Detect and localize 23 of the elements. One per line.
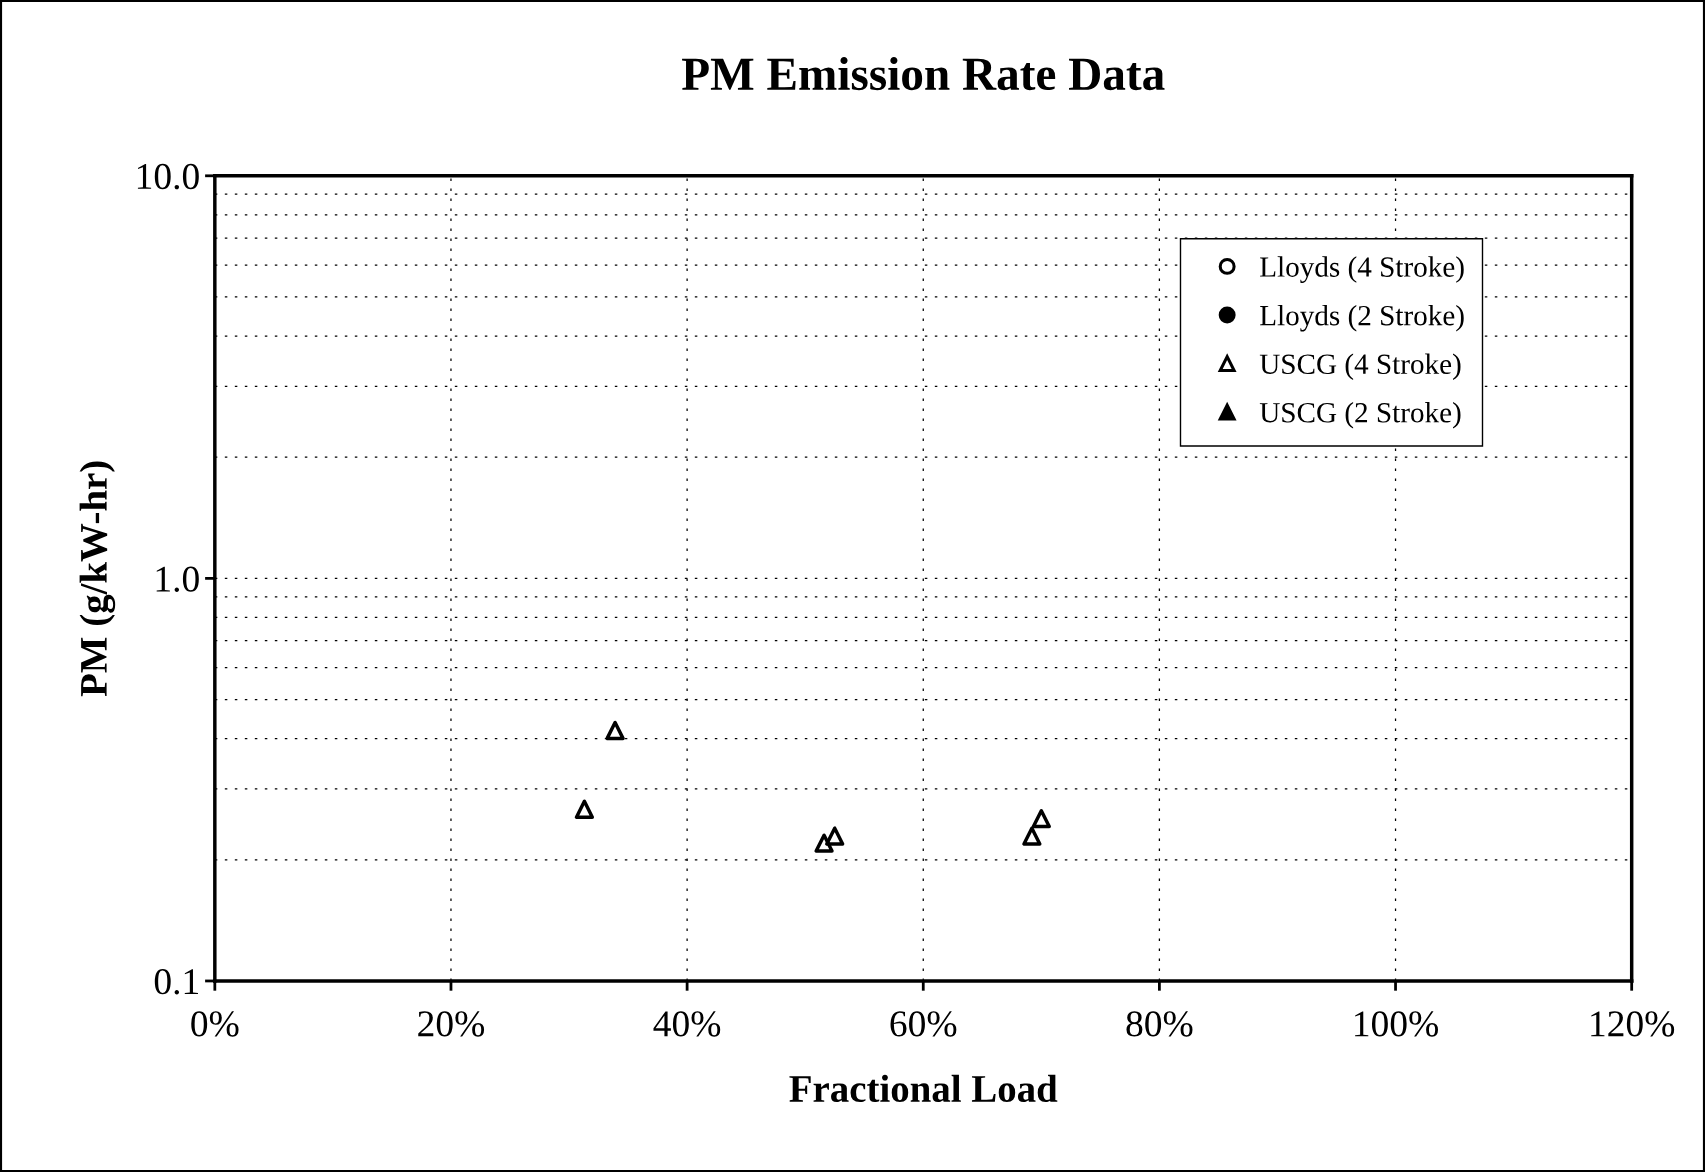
point — [825, 826, 845, 846]
legend-label: USCG (2 Stroke) — [1259, 402, 1461, 429]
point — [1031, 809, 1051, 829]
point — [814, 833, 834, 853]
chart-title: PM Emission Rate Data — [682, 56, 1165, 91]
point — [1022, 826, 1042, 846]
x-tick-label: 120% — [1591, 1011, 1675, 1037]
x-tick-label: 100% — [1355, 1011, 1439, 1037]
y-tick-label: 0.1 — [154, 969, 198, 995]
point — [605, 720, 625, 741]
legend-label: USCG (4 Stroke) — [1259, 353, 1461, 380]
x-tick-label: 40% — [653, 1011, 721, 1037]
x-tick-label: 60% — [890, 1011, 957, 1037]
legend-label: Lloyds (2 Stroke) — [1260, 304, 1464, 332]
x-axis-title: Fractional Load — [789, 1074, 1058, 1103]
legend-label: Lloyds (4 Stroke) — [1260, 256, 1464, 283]
y-tick-label: 10.0 — [137, 163, 199, 190]
y-tick-label: 1.0 — [156, 566, 199, 592]
point — [574, 799, 595, 819]
x-tick-label: 80% — [1126, 1011, 1193, 1037]
x-tick-label: 0% — [191, 1011, 239, 1037]
x-tick-label: 20% — [418, 1011, 485, 1037]
y-axis-title: PM (g/kW-hr) — [79, 461, 116, 697]
